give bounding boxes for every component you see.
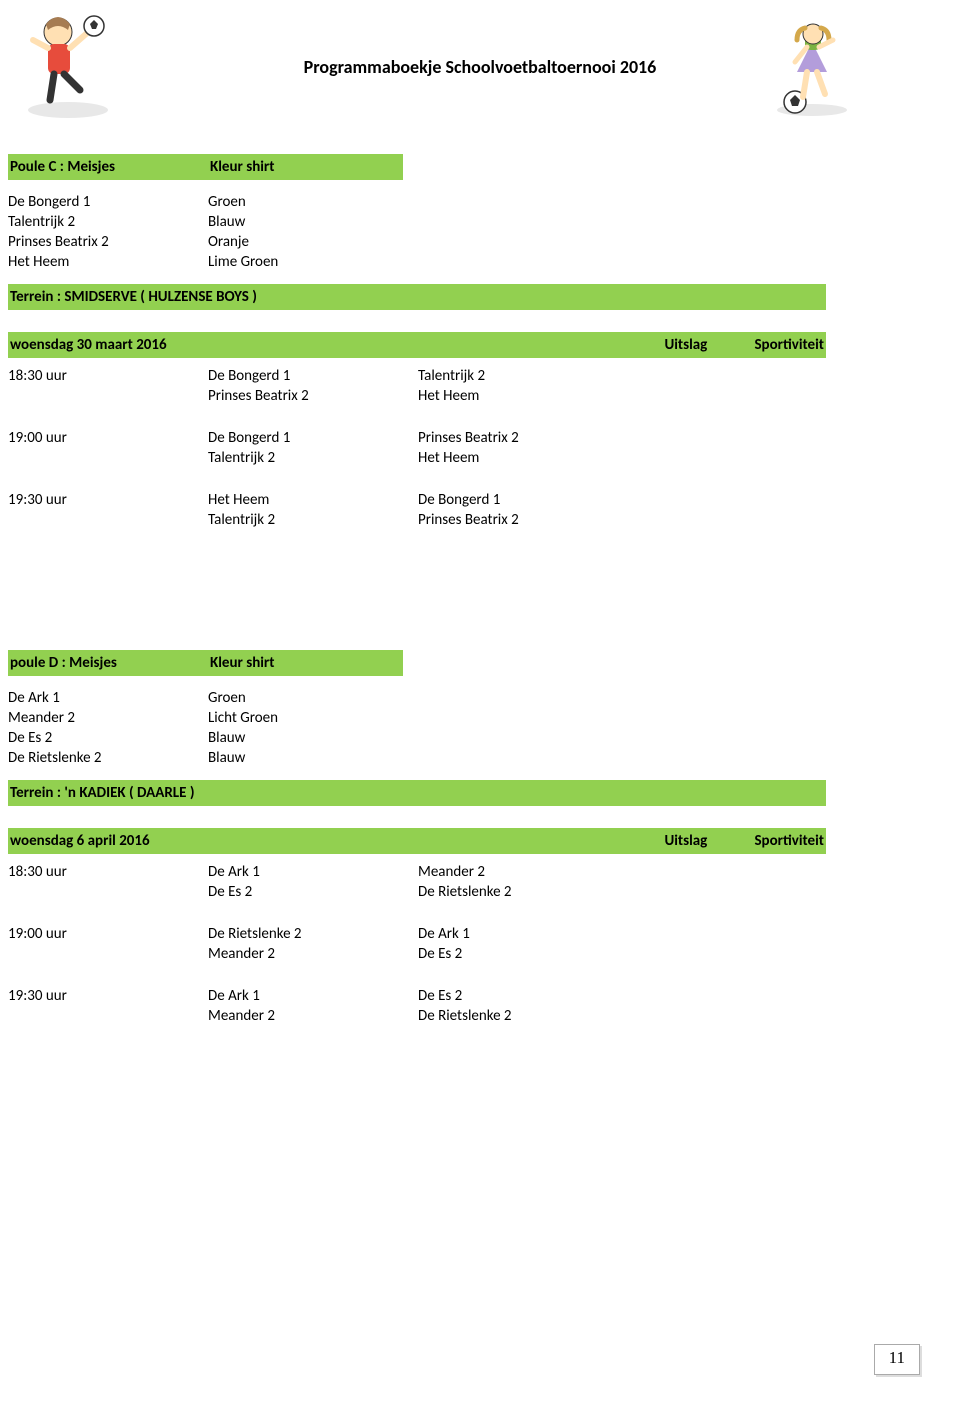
match-away: De Es 2 <box>418 945 628 963</box>
team-name: Het Heem <box>8 253 208 271</box>
team-row: Het HeemLime Groen <box>8 252 952 272</box>
team-color: Blauw <box>208 729 418 747</box>
poule-name: poule D : Meisjes <box>10 654 210 672</box>
team-color: Blauw <box>208 749 418 767</box>
girl-soccer-icon <box>767 22 857 117</box>
result-header: Uitslag <box>664 336 754 354</box>
team-list: De Bongerd 1Groen Talentrijk 2Blauw Prin… <box>8 180 952 284</box>
team-name: Meander 2 <box>8 709 208 727</box>
match-block: 18:30 uurDe Bongerd 1Talentrijk 2 Prinse… <box>8 366 952 406</box>
match-away: Talentrijk 2 <box>418 367 628 385</box>
match-away: Prinses Beatrix 2 <box>418 429 628 447</box>
match-home: Talentrijk 2 <box>208 511 418 529</box>
team-color: Groen <box>208 193 418 211</box>
sport-header: Sportiviteit <box>754 336 824 354</box>
match-block: 18:30 uurDe Ark 1Meander 2 De Es 2De Rie… <box>8 862 952 902</box>
poule-header-bar: Poule C : Meisjes Kleur shirt <box>8 154 403 180</box>
match-list: 18:30 uurDe Bongerd 1Talentrijk 2 Prinse… <box>8 358 952 530</box>
team-row: De Es 2Blauw <box>8 728 952 748</box>
match-away: Het Heem <box>418 449 628 467</box>
match-home: De Es 2 <box>208 883 418 901</box>
match-away: De Ark 1 <box>418 925 628 943</box>
match-home: De Bongerd 1 <box>208 429 418 447</box>
date-bar: woensdag 30 maart 2016 Uitslag Sportivit… <box>8 332 826 358</box>
team-row: Prinses Beatrix 2Oranje <box>8 232 952 252</box>
team-row: De Ark 1Groen <box>8 688 952 708</box>
match-block: 19:30 uurHet HeemDe Bongerd 1 Talentrijk… <box>8 490 952 530</box>
match-block: 19:30 uurDe Ark 1De Es 2 Meander 2De Rie… <box>8 986 952 1026</box>
boy-soccer-icon <box>18 12 118 122</box>
team-color: Licht Groen <box>208 709 418 727</box>
match-home: Talentrijk 2 <box>208 449 418 467</box>
match-block: 19:00 uurDe Bongerd 1Prinses Beatrix 2 T… <box>8 428 952 468</box>
match-time: 19:00 uur <box>8 429 208 447</box>
match-away: De Rietslenke 2 <box>418 1007 628 1025</box>
team-name: Prinses Beatrix 2 <box>8 233 208 251</box>
match-home: De Bongerd 1 <box>208 367 418 385</box>
match-time: 19:00 uur <box>8 925 208 943</box>
team-color: Oranje <box>208 233 418 251</box>
team-color: Lime Groen <box>208 253 418 271</box>
shirt-header: Kleur shirt <box>210 654 420 672</box>
poule-d-section: poule D : Meisjes Kleur shirt De Ark 1Gr… <box>8 650 952 1026</box>
team-list: De Ark 1Groen Meander 2Licht Groen De Es… <box>8 676 952 780</box>
team-row: Talentrijk 2Blauw <box>8 212 952 232</box>
team-row: De Bongerd 1Groen <box>8 192 952 212</box>
match-home: Meander 2 <box>208 1007 418 1025</box>
match-time: 18:30 uur <box>8 367 208 385</box>
team-name: De Rietslenke 2 <box>8 749 208 767</box>
match-home: Het Heem <box>208 491 418 509</box>
poule-c-section: Poule C : Meisjes Kleur shirt De Bongerd… <box>8 154 952 530</box>
team-color: Blauw <box>208 213 418 231</box>
match-list: 18:30 uurDe Ark 1Meander 2 De Es 2De Rie… <box>8 854 952 1026</box>
shirt-header: Kleur shirt <box>210 158 420 176</box>
sport-header: Sportiviteit <box>754 832 824 850</box>
match-date: woensdag 6 april 2016 <box>10 832 150 850</box>
match-date: woensdag 30 maart 2016 <box>10 336 167 354</box>
team-name: De Ark 1 <box>8 689 208 707</box>
match-away: De Es 2 <box>418 987 628 1005</box>
match-home: De Ark 1 <box>208 863 418 881</box>
match-away: De Rietslenke 2 <box>418 883 628 901</box>
match-time: 19:30 uur <box>8 987 208 1005</box>
terrain-bar: Terrein : SMIDSERVE ( HULZENSE BOYS ) <box>8 284 826 310</box>
team-row: De Rietslenke 2Blauw <box>8 748 952 768</box>
match-away: Meander 2 <box>418 863 628 881</box>
match-block: 19:00 uurDe Rietslenke 2De Ark 1 Meander… <box>8 924 952 964</box>
match-time: 18:30 uur <box>8 863 208 881</box>
poule-name: Poule C : Meisjes <box>10 158 210 176</box>
match-away: Het Heem <box>418 387 628 405</box>
match-home: De Rietslenke 2 <box>208 925 418 943</box>
terrain-bar: Terrein : 'n KADIEK ( DAARLE ) <box>8 780 826 806</box>
page-header: Programmaboekje Schoolvoetbaltoernooi 20… <box>8 12 952 122</box>
team-name: Talentrijk 2 <box>8 213 208 231</box>
team-name: De Bongerd 1 <box>8 193 208 211</box>
team-row: Meander 2Licht Groen <box>8 708 952 728</box>
match-time: 19:30 uur <box>8 491 208 509</box>
match-home: Meander 2 <box>208 945 418 963</box>
match-away: Prinses Beatrix 2 <box>418 511 628 529</box>
result-header: Uitslag <box>664 832 754 850</box>
match-home: Prinses Beatrix 2 <box>208 387 418 405</box>
match-home: De Ark 1 <box>208 987 418 1005</box>
team-color: Groen <box>208 689 418 707</box>
page-number: 11 <box>874 1344 920 1375</box>
match-away: De Bongerd 1 <box>418 491 628 509</box>
team-name: De Es 2 <box>8 729 208 747</box>
date-bar: woensdag 6 april 2016 Uitslag Sportivite… <box>8 828 826 854</box>
poule-header-bar: poule D : Meisjes Kleur shirt <box>8 650 403 676</box>
